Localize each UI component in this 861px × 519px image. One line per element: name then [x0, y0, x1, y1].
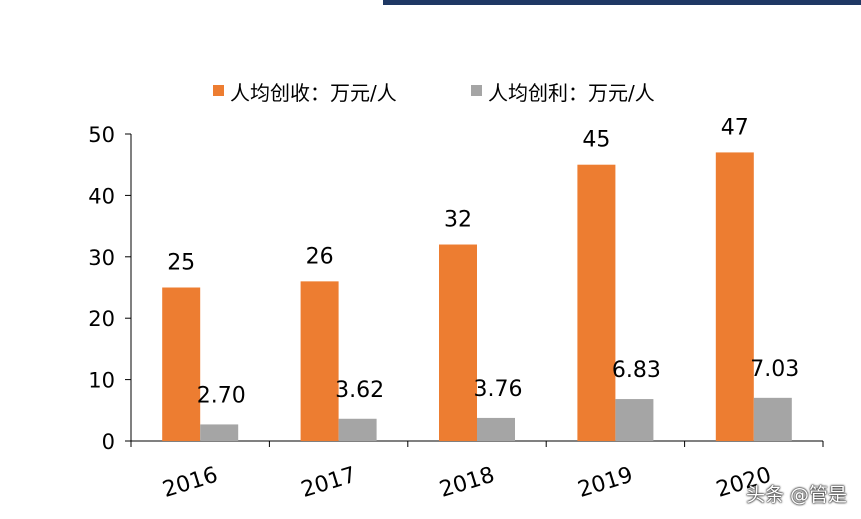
- data-label-revenue: 47: [721, 115, 749, 140]
- header-accent-bar: [383, 0, 861, 5]
- bar-profit: [753, 397, 792, 441]
- data-label-profit: 6.83: [612, 358, 661, 383]
- data-label-revenue: 32: [444, 208, 472, 233]
- y-tick-label: 10: [88, 369, 115, 393]
- legend-swatch: [471, 85, 482, 96]
- bar-revenue: [715, 152, 754, 442]
- legend-swatch: [213, 85, 224, 96]
- x-tick-label: 2017: [298, 463, 359, 503]
- data-labels: 25 2.70 26 3.62 32 3.76 45 6.83 47 7.03: [167, 115, 799, 408]
- legend-label: 人均创利：万元/人: [488, 81, 655, 105]
- x-tick-label: 2019: [575, 463, 636, 503]
- data-label-revenue: 45: [582, 128, 610, 153]
- y-tick-label: 30: [88, 246, 115, 270]
- x-axis: 2016 2017 2018 2019 2020: [130, 440, 824, 503]
- bar-profit: [200, 424, 239, 441]
- data-label-revenue: 25: [167, 251, 195, 276]
- watermark: 头条 @管是: [745, 484, 847, 506]
- x-tick-label: 2018: [437, 463, 498, 503]
- legend-label: 人均创收：万元/人: [230, 81, 397, 105]
- x-tick-label: 2016: [160, 463, 221, 503]
- y-tick-label: 20: [88, 307, 115, 331]
- data-label-profit: 3.62: [335, 378, 384, 403]
- y-tick-label: 0: [102, 430, 115, 454]
- bar-revenue: [577, 164, 616, 441]
- bar-revenue: [300, 281, 339, 441]
- bar-revenue: [439, 244, 477, 441]
- bar-profit: [477, 417, 515, 441]
- bars: [162, 152, 792, 442]
- bar-profit: [615, 399, 654, 441]
- bar-revenue: [162, 287, 201, 441]
- chart-legend: 人均创收：万元/人 人均创利：万元/人: [213, 81, 655, 105]
- data-label-profit: 7.03: [750, 357, 799, 382]
- y-tick-label: 40: [88, 184, 115, 208]
- y-tick-label: 50: [88, 123, 115, 147]
- y-axis: 0 10 20 30 40 50: [88, 123, 132, 454]
- data-label-profit: 3.76: [474, 377, 523, 402]
- data-label-profit: 2.70: [197, 383, 246, 408]
- bar-profit: [338, 418, 377, 441]
- data-label-revenue: 26: [306, 244, 334, 269]
